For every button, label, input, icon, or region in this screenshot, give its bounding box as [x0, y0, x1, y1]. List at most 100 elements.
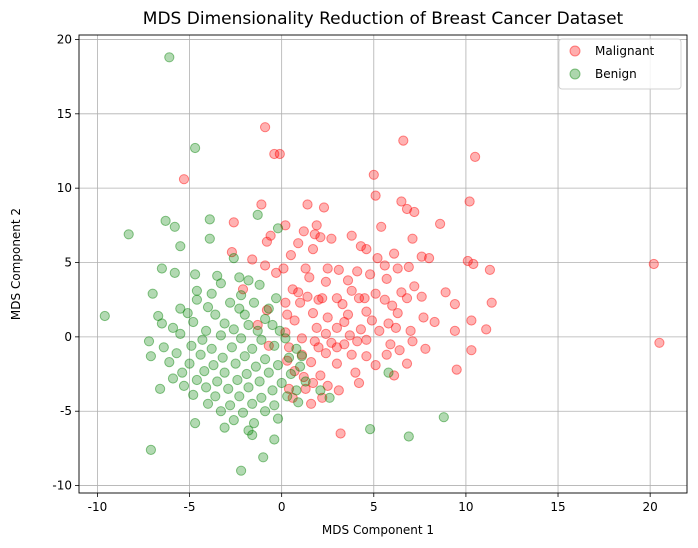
data-point [236, 465, 247, 476]
data-point [376, 221, 387, 232]
data-point [331, 293, 342, 304]
data-point [215, 330, 226, 341]
data-point [247, 254, 258, 265]
data-point [318, 202, 330, 213]
data-point [206, 343, 217, 354]
data-point [269, 340, 280, 351]
data-point [315, 232, 326, 243]
y-tick-label: 5 [64, 256, 72, 270]
data-point [331, 342, 342, 353]
data-point [143, 336, 155, 347]
data-point [274, 148, 285, 160]
data-point [320, 276, 331, 287]
y-tick-label: 0 [64, 330, 72, 344]
data-point [440, 287, 451, 298]
data-point [178, 380, 190, 391]
data-point [464, 196, 475, 207]
data-point [326, 233, 337, 244]
data-point [449, 299, 460, 310]
data-point [365, 269, 376, 280]
data-point [291, 343, 302, 354]
data-point [272, 360, 284, 371]
data-point [401, 293, 413, 304]
data-point [155, 383, 166, 394]
data-point [145, 444, 156, 455]
data-point [212, 376, 223, 387]
data-point [282, 391, 293, 402]
data-point [188, 389, 199, 400]
data-point [392, 263, 403, 274]
legend-label-benign: Benign [595, 67, 637, 81]
data-point [236, 290, 247, 301]
data-point [648, 258, 659, 270]
data-point [390, 322, 401, 333]
data-point [307, 377, 319, 389]
data-point [283, 352, 295, 363]
data-point [416, 251, 427, 262]
data-point [263, 303, 274, 314]
data-point [260, 260, 271, 271]
data-point [322, 263, 333, 274]
x-tick-label: 5 [370, 500, 378, 514]
data-point [260, 406, 271, 417]
data-point [241, 368, 252, 380]
data-point [191, 294, 202, 305]
data-point [169, 221, 180, 232]
y-tick-label: 20 [57, 32, 72, 46]
data-point [250, 361, 261, 372]
data-point [271, 293, 282, 304]
chart-title: MDS Dimensionality Reduction of Breast C… [143, 9, 624, 29]
data-point [247, 398, 258, 409]
data-point [201, 325, 212, 336]
data-point [145, 351, 156, 362]
data-point [171, 348, 182, 359]
data-point [326, 337, 337, 348]
data-point [374, 325, 385, 336]
data-point [365, 424, 376, 435]
data-point [285, 250, 296, 261]
data-point [190, 269, 201, 280]
data-point [252, 209, 263, 220]
data-point [654, 337, 665, 348]
data-point [300, 383, 311, 394]
data-point [248, 418, 260, 429]
data-point [298, 371, 309, 383]
data-point [372, 253, 383, 264]
data-point [306, 398, 317, 409]
data-point [190, 418, 201, 429]
x-tick-label: -10 [88, 500, 108, 514]
data-point [370, 288, 381, 299]
data-point [339, 316, 350, 328]
data-point [197, 334, 208, 345]
data-point [309, 229, 320, 240]
data-point [123, 229, 134, 240]
data-point [346, 230, 357, 241]
data-point [167, 322, 179, 333]
data-point [167, 373, 179, 384]
data-point [184, 358, 195, 369]
data-point [313, 294, 324, 305]
data-point [265, 230, 276, 241]
legend-marker-benign [569, 68, 581, 80]
data-point [285, 368, 296, 380]
data-point [361, 306, 372, 317]
data-point [210, 309, 221, 320]
data-point [370, 190, 381, 201]
data-point [322, 380, 333, 391]
data-point [449, 325, 460, 336]
data-point [243, 319, 254, 331]
data-point [199, 366, 210, 377]
data-point [160, 215, 171, 226]
data-point [248, 297, 260, 308]
data-point [320, 328, 331, 339]
data-point [333, 385, 344, 396]
data-point [239, 309, 250, 320]
data-point [320, 348, 331, 359]
data-point [311, 220, 322, 231]
x-axis-label: MDS Component 1 [322, 523, 434, 537]
data-point [295, 361, 306, 372]
data-point [247, 429, 258, 441]
data-point [217, 352, 228, 363]
data-point [403, 261, 414, 273]
